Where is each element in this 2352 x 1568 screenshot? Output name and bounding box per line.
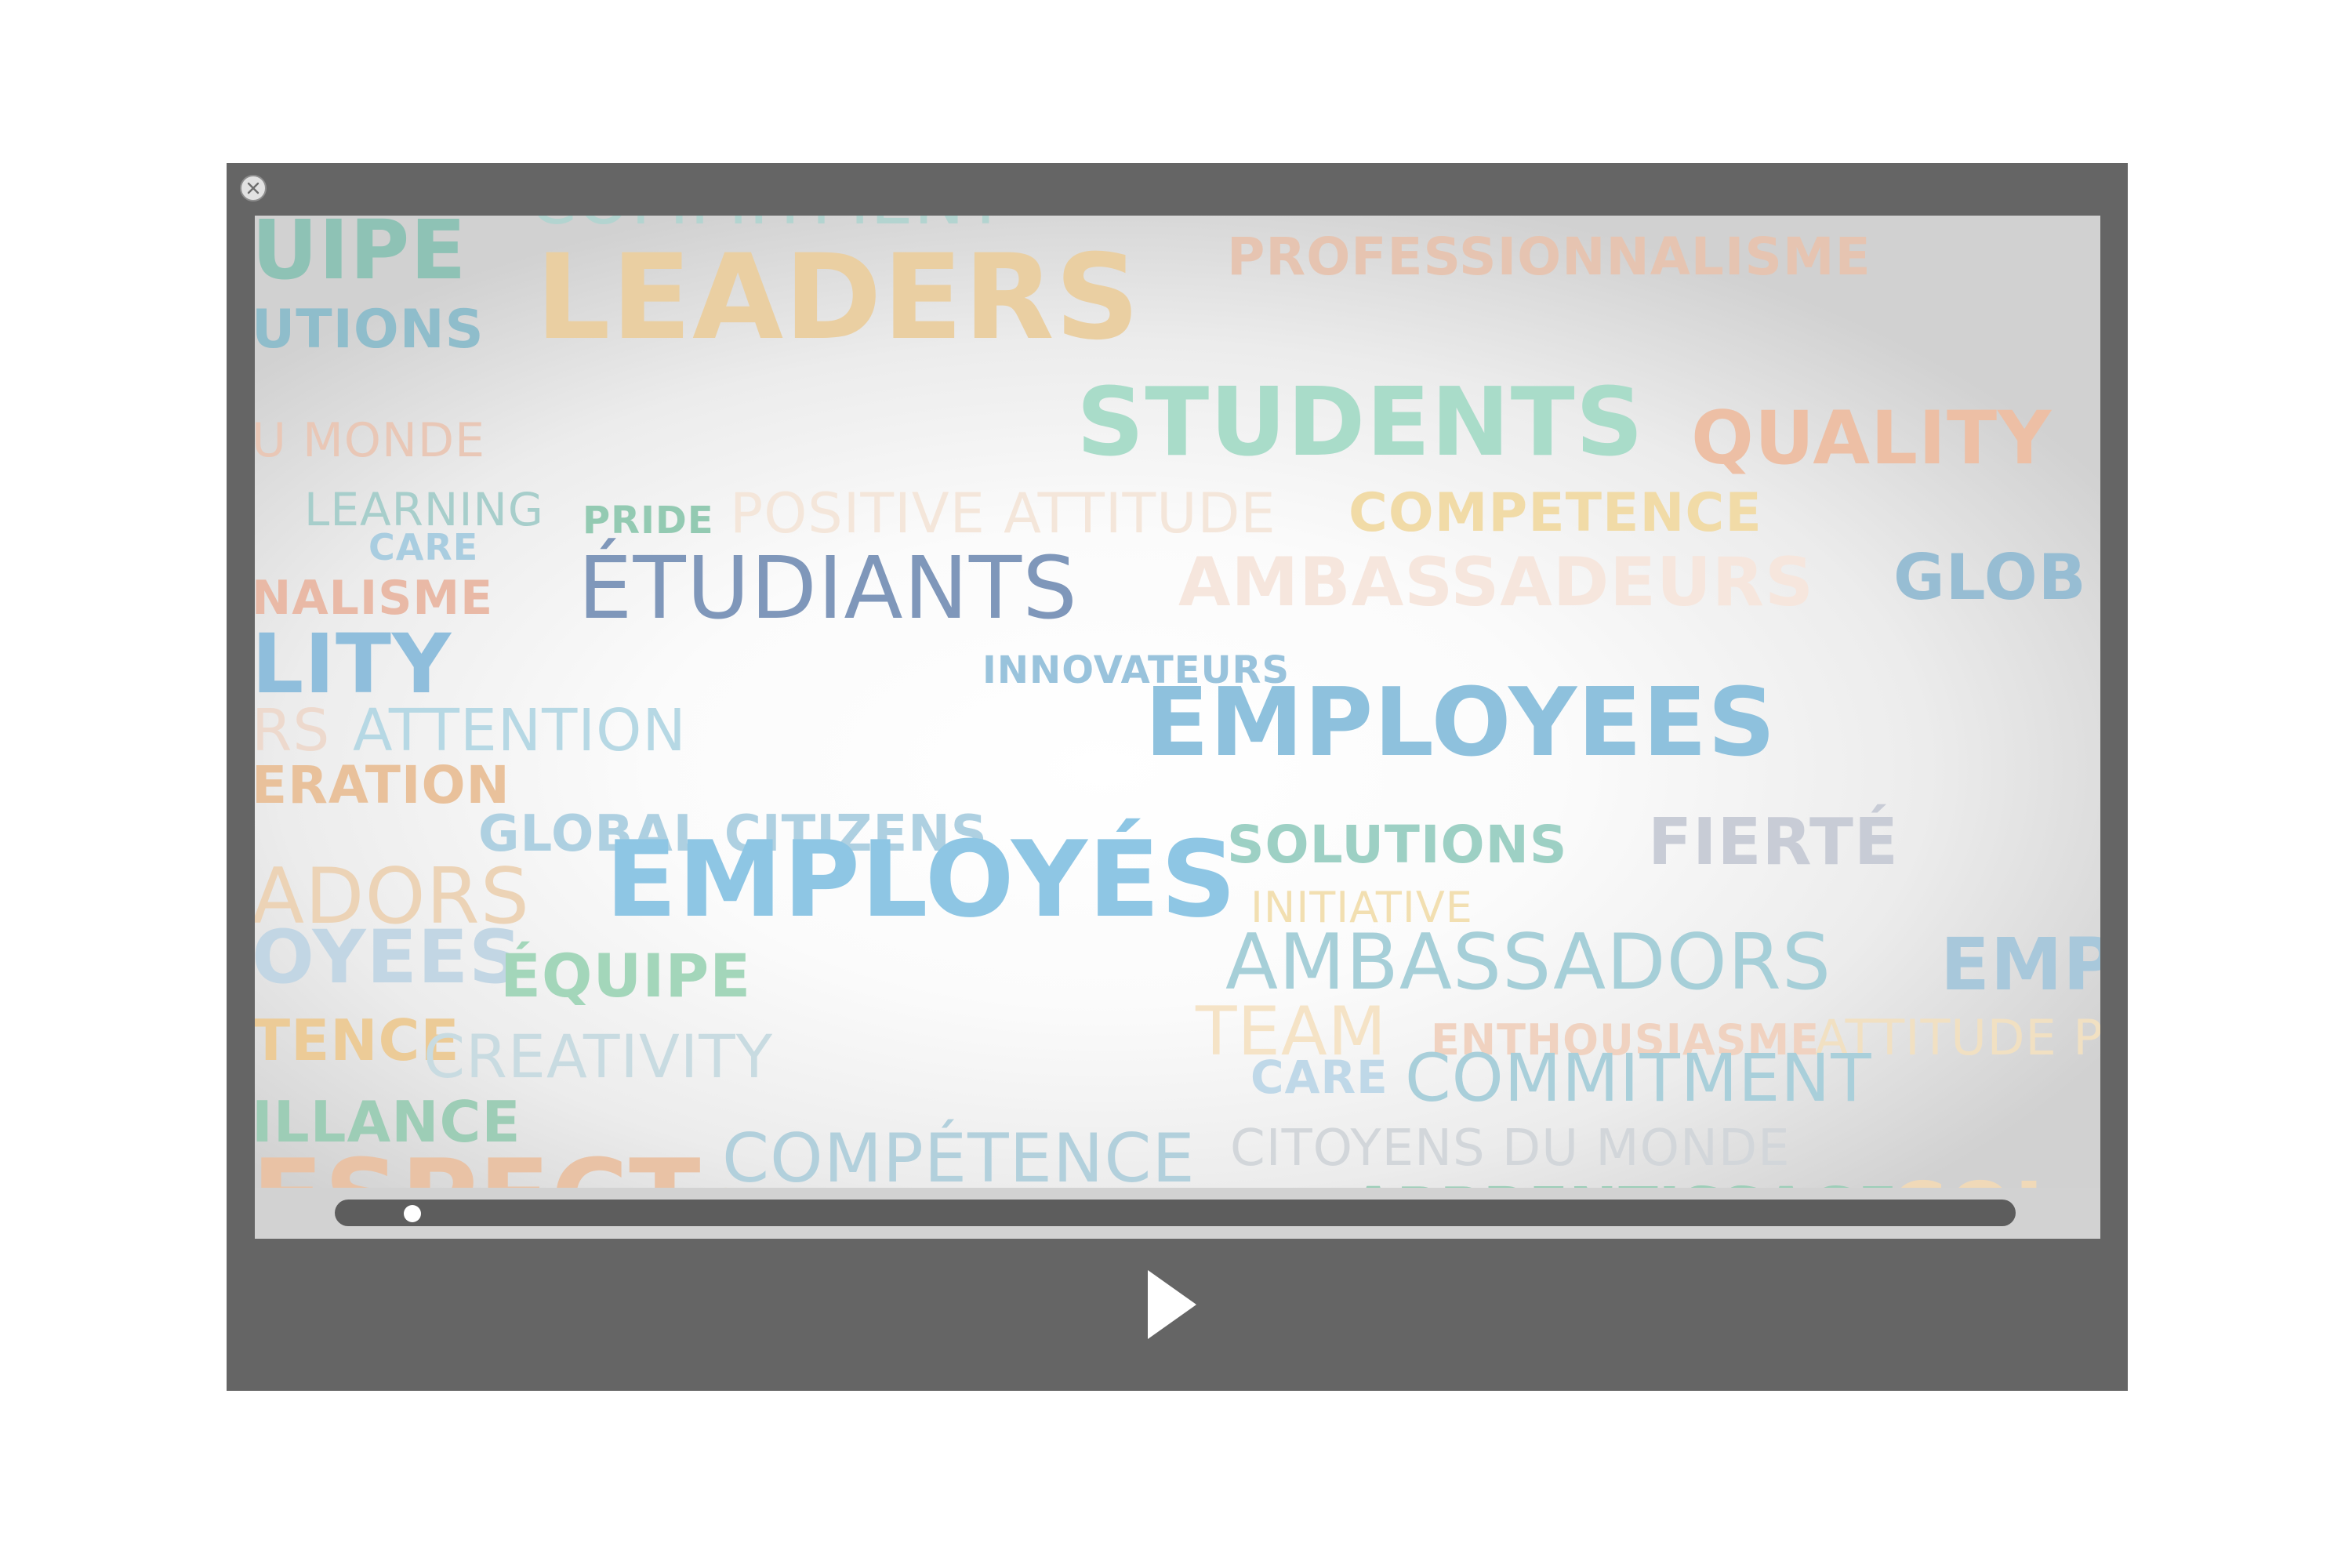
close-icon — [247, 182, 260, 194]
video-frame[interactable]: COMMITMENT UIPE LEADERS PROFESSIONNALISM… — [255, 216, 2100, 1239]
word-illance: ILLANCE — [255, 1089, 521, 1155]
word-equipe: ÉQUIPE — [500, 941, 752, 1011]
progress-thumb[interactable] — [404, 1205, 421, 1222]
word-attention: ATTENTION — [353, 697, 687, 764]
word-eration: ERATION — [255, 755, 510, 815]
word-solutions: SOLUTIONS — [1227, 815, 1568, 875]
word-global-citizens: GLOBAL CITIZENS — [478, 805, 988, 863]
word-positive-attitude: POSITIVE ATTITUDE — [730, 481, 1276, 546]
word-competence-accent: COMPÉTENCE — [722, 1120, 1196, 1198]
control-bar — [255, 1239, 2100, 1391]
play-button[interactable] — [1145, 1267, 1200, 1342]
word-initiative: INITIATIVE — [1250, 883, 1473, 932]
play-icon — [1148, 1270, 1196, 1339]
word-students: STUDENTS — [1076, 368, 1645, 477]
word-attitude-p: ATTITUDE P — [1815, 1009, 2100, 1066]
word-commitment-bottom: COMMITMENT — [1405, 1040, 1872, 1116]
word-innovateurs: INNOVATEURS — [982, 648, 1290, 692]
word-creativity: CREATIVITY — [423, 1022, 774, 1091]
word-fierte: FIERTÉ — [1648, 805, 1899, 880]
word-ambassadors: AMBASSADORS — [1225, 918, 1832, 1007]
word-nalisme: NALISME — [255, 571, 494, 626]
word-emp: EMP — [1940, 923, 2100, 1007]
progress-track[interactable] — [335, 1200, 2016, 1226]
word-quality-top: QUALITY — [1691, 396, 2053, 481]
word-cloud: COMMITMENT UIPE LEADERS PROFESSIONNALISM… — [255, 216, 2100, 1239]
word-employes: EMPLOYÉS — [605, 818, 1237, 941]
word-learning: LEARNING — [304, 483, 544, 536]
word-uipe: UIPE — [255, 216, 467, 298]
word-enthousiasme-mid: ENTHOUSIASME — [1431, 1015, 1820, 1065]
word-adors: ADORS — [255, 852, 530, 942]
video-player: COMMITMENT UIPE LEADERS PROFESSIONNALISM… — [227, 163, 2128, 1391]
word-citoyens-du-monde: CITOYENS DU MONDE — [1230, 1120, 1791, 1178]
word-leaders: LEADERS — [535, 230, 1141, 366]
word-glob: GLOB — [1893, 541, 2087, 614]
word-oyees: OYEES — [255, 915, 523, 1000]
word-professionnalisme: PROFESSIONNALISME — [1227, 227, 1871, 287]
word-utions: UTIONS — [255, 299, 485, 361]
word-employees: EMPLOYEES — [1145, 669, 1777, 778]
word-care-bottom: CARE — [1250, 1051, 1388, 1104]
close-button[interactable] — [240, 175, 267, 201]
progress-bar-area — [255, 1188, 2100, 1239]
word-competence: COMPETENCE — [1348, 482, 1762, 544]
word-pride: PRIDE — [583, 499, 714, 543]
word-tence: TENCE — [255, 1007, 460, 1073]
word-lity: LITY — [255, 616, 452, 712]
word-ambassadeurs: AMBASSADEURS — [1178, 543, 1814, 622]
word-team: TEAM — [1196, 993, 1387, 1071]
word-rs: RS — [255, 697, 331, 764]
word-du-monde: U MONDE — [255, 413, 485, 468]
word-commitment-top: COMMITMENT — [529, 216, 1007, 234]
word-etudiants: ÉTUDIANTS — [578, 538, 1078, 638]
word-care-top: CARE — [368, 526, 479, 568]
